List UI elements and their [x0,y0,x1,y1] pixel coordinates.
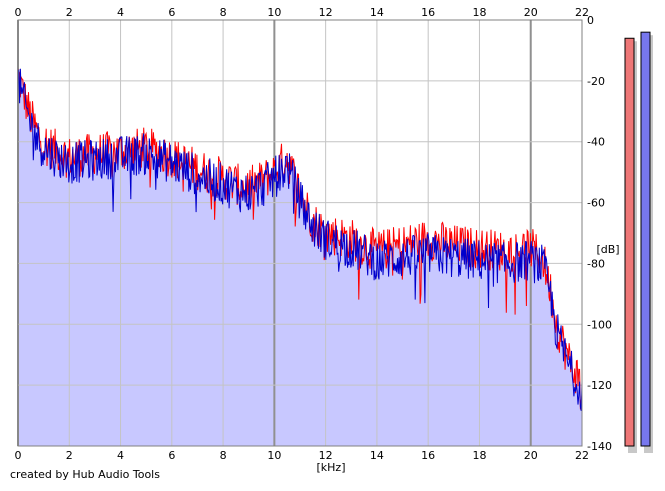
y-tick-label: -120 [587,379,612,392]
credit-text: created by Hub Audio Tools [10,468,160,481]
y-tick-label: -140 [587,440,612,453]
x-tick-label-top: 10 [267,6,281,19]
x-tick-label-bottom: 14 [370,449,384,462]
x-tick-label-bottom: 20 [524,449,538,462]
x-tick-label-top: 12 [319,6,333,19]
x-tick-label-top: 14 [370,6,384,19]
x-tick-label-bottom: 0 [15,449,22,462]
x-tick-label-top: 0 [15,6,22,19]
level-meter-2 [640,31,651,447]
series-line-2 [17,68,583,411]
y-tick-label: -100 [587,318,612,331]
x-tick-label-top: 20 [524,6,538,19]
x-tick-label-bottom: 10 [267,449,281,462]
y-tick-label: -40 [587,136,605,149]
x-tick-label-top: 22 [575,6,589,19]
x-tick-label-bottom: 22 [575,449,589,462]
x-tick-label-top: 16 [421,6,435,19]
x-tick-label-top: 2 [66,6,73,19]
x-tick-label-bottom: 4 [117,449,124,462]
y-tick-label: -80 [587,257,605,270]
x-tick-label-top: 6 [168,6,175,19]
x-tick-label-bottom: 12 [319,449,333,462]
x-tick-label-top: 18 [472,6,486,19]
x-tick-label-bottom: 18 [472,449,486,462]
y-tick-label: 0 [587,14,594,27]
y-axis-label: [dB] [596,243,619,256]
x-axis-label: [kHz] [317,461,346,474]
x-tick-label-bottom: 2 [66,449,73,462]
plot-frame [17,19,583,447]
x-tick-label-top: 8 [220,6,227,19]
y-tick-label: -20 [587,75,605,88]
x-tick-label-top: 4 [117,6,124,19]
x-tick-label-bottom: 6 [168,449,175,462]
level-meter-1 [624,37,635,447]
y-tick-label: -60 [587,197,605,210]
x-tick-label-bottom: 16 [421,449,435,462]
x-tick-label-bottom: 8 [220,449,227,462]
